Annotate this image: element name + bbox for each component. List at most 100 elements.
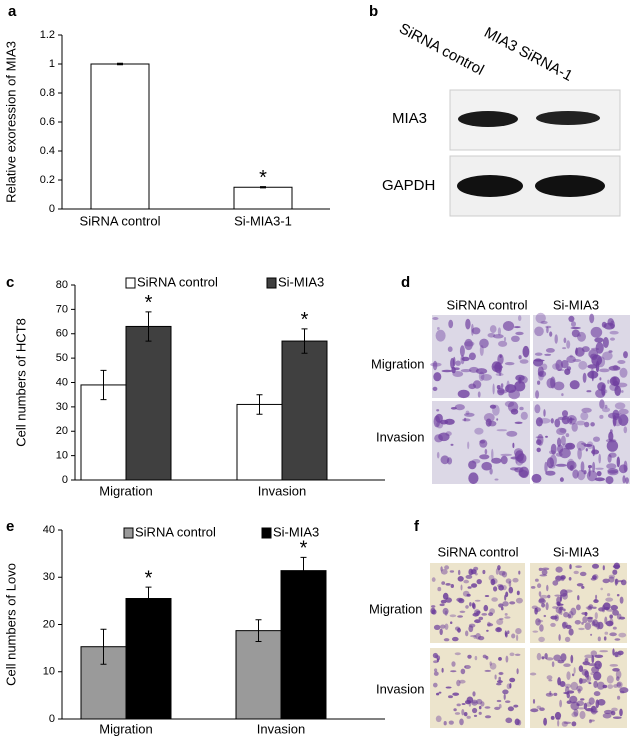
cell-stain xyxy=(466,593,471,597)
cell-stain xyxy=(496,699,502,703)
cell-stain xyxy=(471,701,477,704)
cell-stain xyxy=(574,347,585,357)
cell-stain xyxy=(600,587,603,591)
cell-stain xyxy=(618,632,627,638)
cell-stain xyxy=(456,597,463,602)
band-label: MIA3 xyxy=(392,110,427,127)
cell-stain xyxy=(586,390,592,393)
cell-stain xyxy=(602,565,605,571)
legend-swatch xyxy=(261,527,272,539)
y-tick-label: 20 xyxy=(43,618,55,630)
cell-stain xyxy=(589,313,595,324)
cell-stain xyxy=(545,602,549,611)
cell-stain xyxy=(519,406,524,411)
cell-stain xyxy=(576,440,586,451)
cell-stain xyxy=(590,368,595,379)
cell-stain xyxy=(435,329,446,342)
cell-stain xyxy=(437,586,442,592)
cell-stain xyxy=(616,681,623,689)
cell-stain xyxy=(594,612,598,620)
y-tick-label: 0.6 xyxy=(40,116,55,128)
cell-stain xyxy=(457,615,463,618)
cell-stain xyxy=(545,348,555,353)
cell-stain xyxy=(459,679,466,684)
cell-stain xyxy=(607,379,610,384)
cell-stain xyxy=(612,668,620,672)
cell-stain xyxy=(474,619,481,624)
cell-stain xyxy=(435,715,442,723)
cell-stain xyxy=(478,711,482,715)
cell-stain xyxy=(595,699,600,708)
cell-stain xyxy=(594,660,602,670)
cell-stain xyxy=(576,604,581,611)
cell-stain xyxy=(557,416,568,421)
cell-stain xyxy=(476,698,483,705)
cell-stain xyxy=(511,335,520,342)
cell-stain xyxy=(457,389,470,399)
cell-stain xyxy=(468,460,477,470)
cell-stain xyxy=(444,610,448,616)
cell-stain xyxy=(440,569,448,575)
cell-stain xyxy=(452,636,459,642)
x-tick-label: Si-MIA3-1 xyxy=(234,213,292,228)
cell-stain xyxy=(574,620,581,625)
error-bar xyxy=(300,556,307,585)
cell-stain xyxy=(433,624,441,631)
cell-stain xyxy=(582,616,588,624)
cell-stain xyxy=(613,380,619,387)
cell-stain xyxy=(471,602,475,609)
cell-stain xyxy=(484,715,492,719)
cell-stain xyxy=(571,329,580,338)
cell-stain xyxy=(556,427,567,435)
cell-stain xyxy=(434,668,438,672)
cell-stain xyxy=(507,706,514,712)
error-bar xyxy=(256,394,263,415)
cell-stain xyxy=(619,596,624,604)
cell-stain xyxy=(595,467,604,470)
cell-stain xyxy=(539,707,545,711)
legend-label: SiRNA control xyxy=(135,524,216,539)
cell-stain xyxy=(494,478,499,481)
cell-stain xyxy=(498,570,506,576)
cell-stain xyxy=(581,442,586,445)
cell-stain xyxy=(614,638,621,641)
cell-stain xyxy=(467,441,470,450)
cell-stain xyxy=(568,611,574,619)
cell-stain xyxy=(546,457,555,469)
column-label: Si-MIA3 xyxy=(553,297,599,312)
cell-stain xyxy=(558,634,561,641)
cell-stain xyxy=(432,360,438,371)
cell-stain xyxy=(581,585,585,589)
cell-stain xyxy=(544,353,552,356)
cell-stain xyxy=(547,594,551,599)
cell-stain xyxy=(571,721,577,727)
cell-stain xyxy=(623,426,628,434)
cell-stain xyxy=(488,574,495,581)
cell-stain xyxy=(562,443,573,450)
cell-stain xyxy=(581,612,588,615)
cell-stain xyxy=(503,694,506,700)
cell-stain xyxy=(492,334,504,339)
cell-stain xyxy=(498,603,504,608)
cell-stain xyxy=(608,350,613,353)
cell-stain xyxy=(553,654,562,662)
cell-stain xyxy=(468,383,477,390)
cell-stain xyxy=(533,359,545,362)
cell-stain xyxy=(554,594,561,597)
cell-stain xyxy=(555,606,563,614)
cell-stain xyxy=(464,412,475,417)
cell-stain xyxy=(610,337,615,341)
cell-stain xyxy=(529,672,537,676)
cell-stain xyxy=(605,476,614,485)
cell-stain xyxy=(516,634,519,641)
cell-stain xyxy=(620,690,625,694)
cell-stain xyxy=(488,612,494,617)
cell-stain xyxy=(598,607,605,612)
cell-stain xyxy=(504,594,507,601)
legend-swatch xyxy=(266,277,277,289)
cell-stain xyxy=(534,607,541,612)
cell-stain xyxy=(584,421,590,428)
cell-stain xyxy=(493,586,498,592)
cell-stain xyxy=(568,577,572,581)
cell-stain xyxy=(571,422,578,432)
